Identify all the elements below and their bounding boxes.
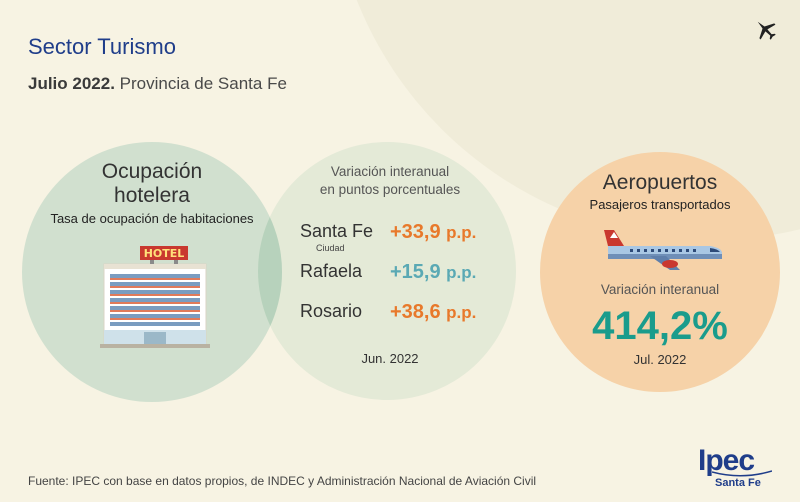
airports-subtitle: Pasajeros transportados [589,197,731,212]
ipec-logo-sub: Santa Fe [715,477,761,489]
value-santa-fe-number: +33,9 [390,221,441,243]
value-rosario-number: +38,6 [390,301,441,323]
value-rafaela: +15,9 p.p. [390,261,476,284]
airliner-icon [604,230,722,270]
variation-period: Jun. 2022 [361,351,419,366]
variation-circle [258,142,516,400]
city-rosario: Rosario [300,301,363,321]
airplane-icon [757,21,776,40]
variation-title-line1: Variación interanual [330,164,450,179]
hotel-title: Ocupación hotelera [101,160,203,207]
source-footnote: Fuente: IPEC con base en datos propios, … [28,474,537,488]
city-santa-fe-sub: Ciudad [316,243,345,253]
subtitle-province: Provincia de Santa Fe [114,74,287,93]
value-santa-fe: +33,9 p.p. [390,221,476,244]
value-rafaela-unit: p.p. [446,263,477,282]
city-santa-fe: Santa Fe [300,221,374,241]
value-santa-fe-unit: p.p. [446,223,477,242]
ipec-logo: Ipec [698,444,755,477]
hotel-sign: HOTEL [144,247,185,260]
logo-swoosh-icon [712,470,772,477]
hotel-building-icon: HOTEL [100,246,210,348]
page-subtitle: Julio 2022. Provincia de Santa Fe [28,74,287,94]
airports-variation-value: 414,2% [592,304,728,348]
variation-title: Variación interanual en puntos porcentua… [300,163,480,199]
value-rosario: +38,6 p.p. [390,301,476,324]
variation-title-line2: en puntos porcentuales [319,182,461,197]
airports-title: Aeropuertos [602,171,718,194]
airports-variation-label: Variación interanual [600,282,720,297]
value-rosario-unit: p.p. [446,303,477,322]
airports-period: Jul. 2022 [633,352,687,367]
value-rafaela-number: +15,9 [390,261,441,283]
hotel-subtitle: Tasa de ocupación de habitaciones [50,211,254,226]
subtitle-date: Julio 2022. [28,74,115,93]
airports-circle [540,152,780,392]
city-rafaela: Rafaela [300,261,363,281]
page-title: Sector Turismo [28,34,176,59]
